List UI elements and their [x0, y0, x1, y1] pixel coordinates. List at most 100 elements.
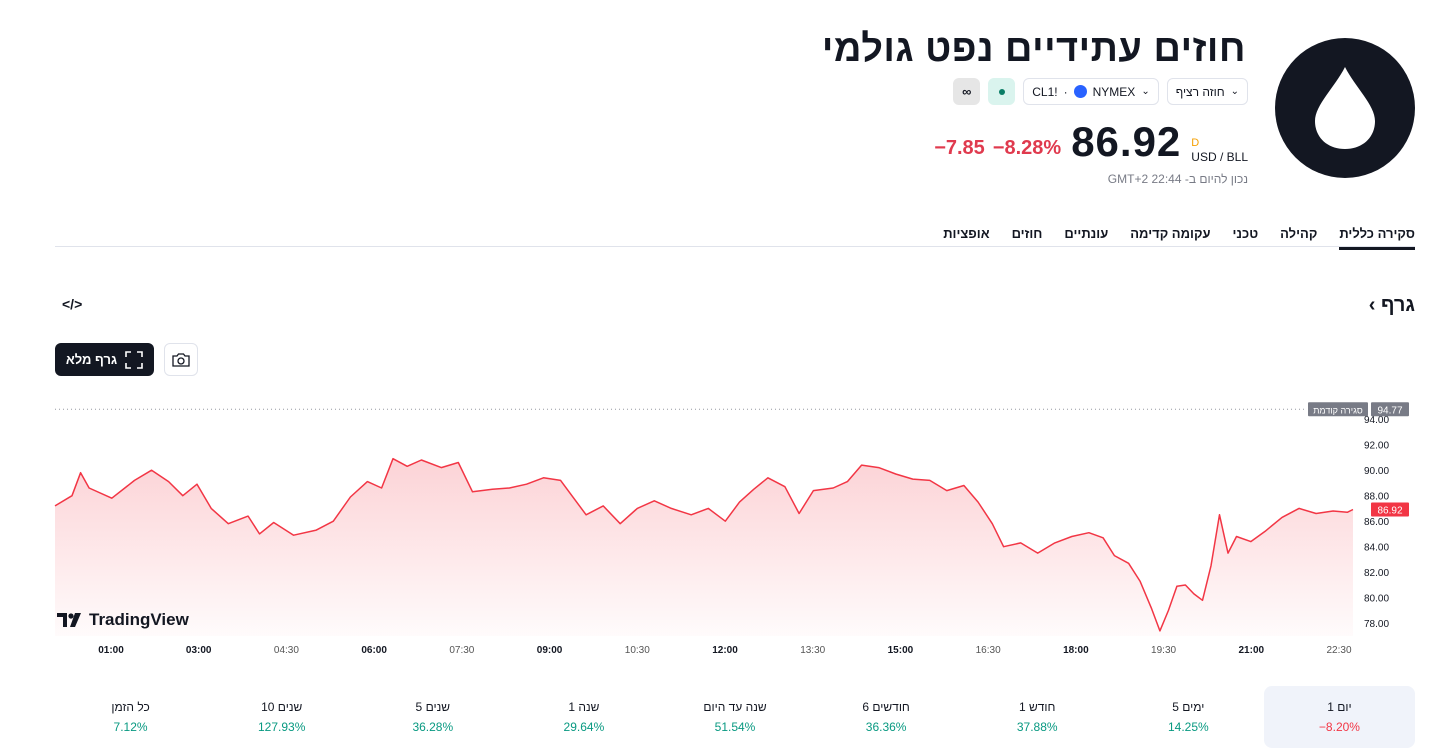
- price-row: D USD / BLL 86.92 −7.85 −8.28%: [934, 118, 1248, 165]
- performance-period: חודש 1: [1019, 700, 1056, 714]
- tab-seasonals[interactable]: עונתיים: [1064, 226, 1109, 241]
- code-icon[interactable]: </>: [62, 296, 83, 312]
- performance-value: 14.25%: [1167, 720, 1209, 734]
- change-value: −7.85: [934, 137, 985, 159]
- prev-close-price-tag: [1371, 402, 1409, 417]
- x-tick-label: 21:00: [1238, 645, 1264, 656]
- performance-period: שנה 1: [568, 700, 600, 714]
- tab-community[interactable]: קהילה: [1280, 226, 1318, 241]
- tab-technicals[interactable]: טכני: [1232, 226, 1259, 241]
- x-tick-label: 01:00: [98, 645, 124, 656]
- tab-forward-curve[interactable]: עקומה קדימה: [1130, 226, 1211, 241]
- price-change: −7.85 −8.28%: [934, 137, 1061, 164]
- snapshot-button[interactable]: [164, 343, 198, 376]
- performance-value: 37.88%: [1016, 720, 1058, 734]
- performance-cell[interactable]: 5 ימים 14.25%: [1113, 686, 1264, 748]
- oil-drop-icon: [1315, 67, 1375, 149]
- y-tick-label: 86.00: [1364, 517, 1389, 528]
- y-tick-label: 90.00: [1364, 466, 1389, 477]
- x-tick-label: 16:30: [976, 645, 1001, 656]
- performance-value: 127.93%: [257, 720, 306, 734]
- tab-overview[interactable]: סקירה כללית: [1339, 226, 1415, 250]
- performance-value: 36.28%: [412, 720, 454, 734]
- x-tick-label: 18:00: [1063, 645, 1089, 656]
- performance-cell[interactable]: 5 שנים 36.28%: [357, 686, 508, 748]
- symbol-select[interactable]: CL1! · NYMEX ⌄: [1023, 78, 1159, 105]
- x-tick-label: 15:00: [888, 645, 914, 656]
- x-tick-label: 19:30: [1151, 645, 1176, 656]
- last-price: 86.92: [1071, 118, 1182, 165]
- tab-contracts[interactable]: חוזים: [1011, 226, 1043, 241]
- chevron-down-icon: ⌄: [1141, 86, 1150, 97]
- y-tick-label: 82.00: [1364, 568, 1389, 579]
- performance-value: 29.64%: [563, 720, 605, 734]
- performance-cell[interactable]: שנה 1 29.64%: [508, 686, 659, 748]
- infinity-icon: ∞: [962, 84, 972, 99]
- full-chart-button[interactable]: גרף מלא: [55, 343, 154, 376]
- performance-period: 5 ימים: [1172, 700, 1205, 714]
- full-chart-label: גרף מלא: [65, 352, 118, 367]
- market-status-button[interactable]: [988, 78, 1016, 105]
- y-tick-label: 80.00: [1364, 594, 1389, 605]
- chevron-down-icon: ⌄: [1230, 86, 1239, 97]
- continuous-button[interactable]: ∞: [953, 78, 981, 105]
- performance-value: 7.12%: [113, 720, 148, 734]
- chevron-left-icon: ›: [1368, 294, 1376, 316]
- globe-icon: [1073, 85, 1087, 98]
- performance-value: −8.20%: [1318, 720, 1360, 734]
- prev-close-label: סגירה קודמת: [1313, 405, 1363, 415]
- y-tick-label: 88.00: [1364, 492, 1389, 503]
- price-chart[interactable]: 78.00 80.00 82.00 84.00 86.00 88.00 90.00 92.00…: [0, 390, 1451, 660]
- status-dot-icon: [998, 88, 1005, 95]
- tab-bar: סקירה כללית קהילה טכני עקומה קדימה עונתי…: [943, 226, 1415, 250]
- as-of-timestamp: נכון להיום ב- 22:44 GMT+2: [1107, 172, 1248, 186]
- performance-period: כל הזמן: [111, 700, 150, 714]
- exchange-label: NYMEX: [1092, 84, 1136, 99]
- change-percent: −8.28%: [992, 137, 1062, 159]
- price-area: [55, 458, 1353, 636]
- y-tick-label: 94.00: [1364, 415, 1389, 426]
- x-tick-label: 22:30: [1326, 645, 1351, 656]
- price-line: [54, 457, 1354, 632]
- performance-period: יום 1: [1327, 700, 1352, 714]
- price-unit: D USD / BLL: [1191, 136, 1248, 164]
- x-tick-label: 07:30: [449, 645, 474, 656]
- symbol-chips: חוזה רציף ⌄ CL1! · NYMEX ⌄ ∞: [953, 78, 1248, 105]
- performance-period: שנה עד היום: [703, 700, 767, 714]
- prev-close-value: 94.77: [1377, 405, 1402, 416]
- chart-section-title[interactable]: גרף ›: [1369, 294, 1415, 317]
- performance-cell[interactable]: יום 1 −8.20%: [1263, 686, 1415, 748]
- last-price-label: 86.92: [1377, 505, 1402, 516]
- tradingview-wordmark: TradingView: [89, 610, 189, 629]
- page-title: חוזים עתידיים נפט גולמי: [821, 28, 1246, 70]
- performance-value: 36.36%: [865, 720, 907, 734]
- y-tick-label: 84.00: [1364, 543, 1389, 554]
- performance-cell[interactable]: 10 שנים 127.93%: [206, 686, 357, 748]
- last-price-tag: [1371, 502, 1409, 517]
- unit-label: USD / BLL: [1191, 150, 1248, 164]
- delayed-flag: D: [1191, 137, 1200, 149]
- x-tick-label: 04:30: [274, 645, 299, 656]
- x-tick-label: 06:00: [361, 645, 387, 656]
- y-tick-label: 78.00: [1364, 619, 1389, 630]
- tab-options[interactable]: אופציות: [943, 226, 990, 241]
- x-tick-label: 03:00: [186, 645, 212, 656]
- performance-cell[interactable]: שנה עד היום 51.54%: [659, 686, 810, 748]
- tab-divider: [55, 246, 1415, 247]
- contract-type-label: חוזה רציף: [1175, 84, 1225, 99]
- tradingview-logo: TradingView: [57, 610, 189, 630]
- camera-icon: [172, 352, 190, 367]
- performance-period: 10 שנים: [261, 700, 303, 714]
- performance-cell[interactable]: כל הזמן 7.12%: [55, 686, 206, 748]
- performance-value: 51.54%: [714, 720, 756, 734]
- fullscreen-icon: [125, 350, 143, 369]
- contract-type-select[interactable]: חוזה רציף ⌄: [1166, 78, 1248, 105]
- performance-cell[interactable]: 6 חודשים 36.36%: [811, 686, 962, 748]
- performance-cell[interactable]: חודש 1 37.88%: [962, 686, 1113, 748]
- prev-close-tag: [1308, 402, 1368, 417]
- x-tick-label: 09:00: [537, 645, 563, 656]
- chart-section-label: גרף: [1380, 294, 1415, 316]
- performance-bar: יום 1 −8.20% 5 ימים 14.25% חודש 1 37.88% 6 חוד…: [55, 686, 1415, 748]
- separator-dot: ·: [1063, 84, 1068, 99]
- symbol-label: CL1!: [1032, 84, 1058, 99]
